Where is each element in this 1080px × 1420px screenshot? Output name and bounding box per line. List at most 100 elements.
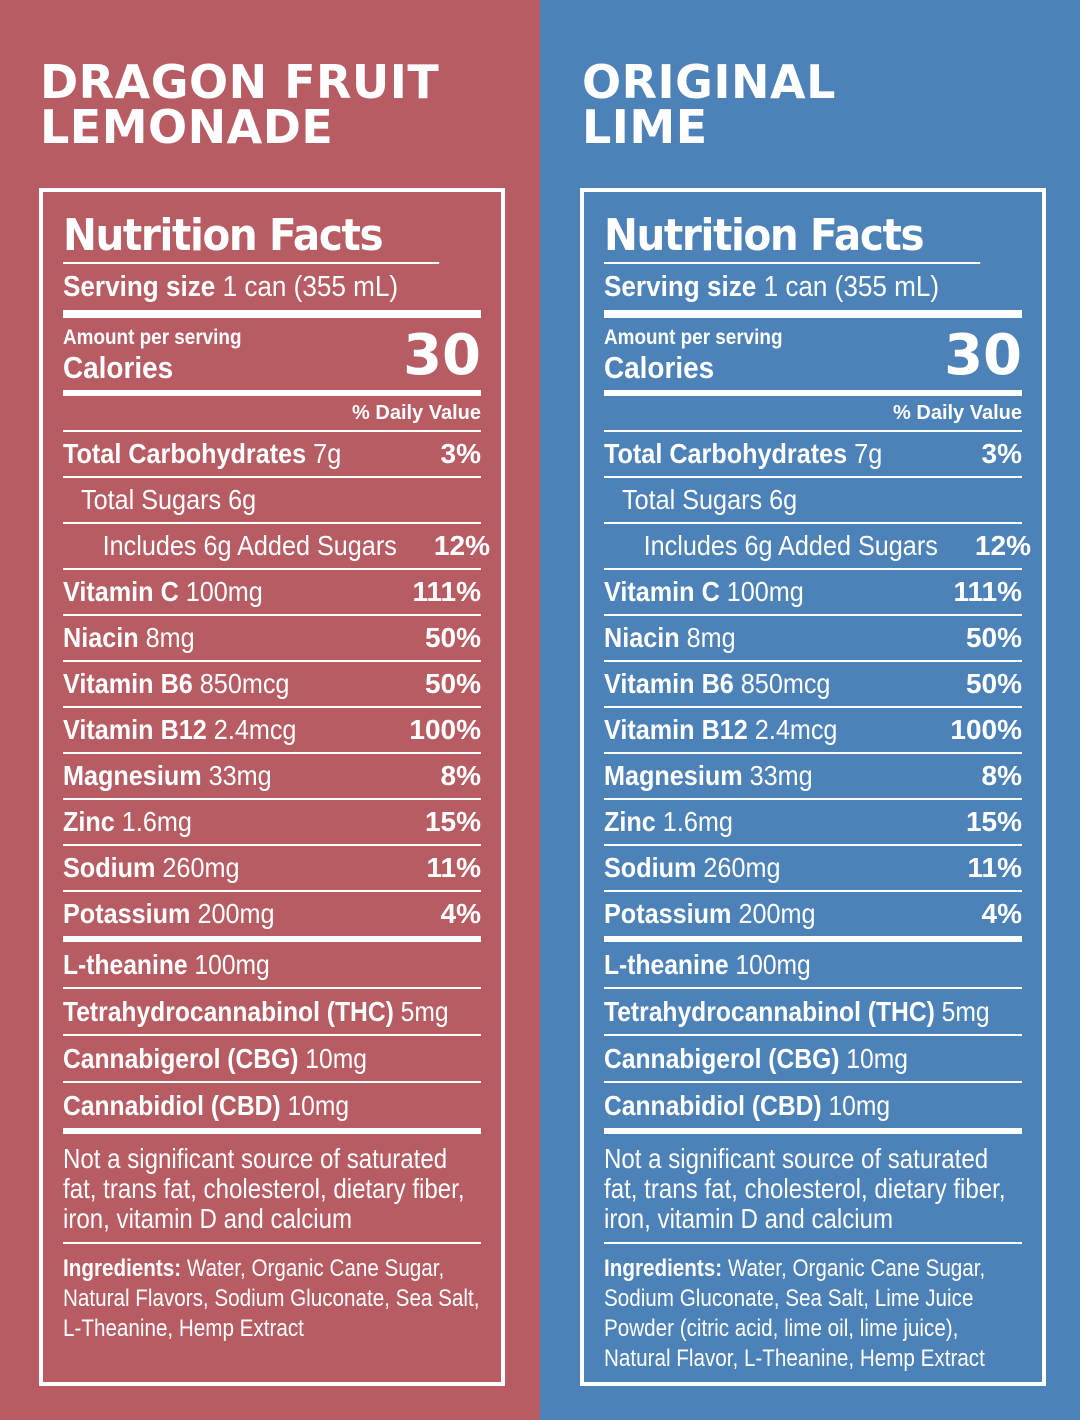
ingredients-text: Water, Organic Cane Sugar, Natural Flavo… [63, 1255, 480, 1342]
nutrient-name: Vitamin B6 [604, 668, 734, 699]
ingredients: Ingredients: Water, Organic Cane Sugar, … [604, 1244, 1028, 1374]
nutrient-dv: 12% [433, 530, 490, 561]
calories-block: Amount per serving Calories 30 [63, 318, 481, 390]
nutrient-row: Magnesium 33mg 8% [604, 752, 1022, 798]
nutrient-row: Vitamin B12 2.4mcg 100% [63, 706, 481, 752]
nutrient-dv: 4% [981, 898, 1022, 929]
nutrient-dv: 11% [967, 852, 1023, 883]
cannabinoid-row: Cannabigerol (CBG) 10mg [604, 1034, 1022, 1081]
nutrient-row: Sodium 260mg 11% [604, 844, 1022, 890]
nutrient-row: Includes 6g Added Sugars 12% [63, 522, 490, 568]
nutrient-name: Sodium [604, 852, 697, 883]
nutrient-dv: 4% [440, 898, 481, 929]
nutrient-name: Niacin [63, 622, 139, 653]
nutrition-facts-label: Nutrition Facts Serving size 1 can (355 … [39, 188, 505, 1386]
nutrient-name: Sodium [63, 852, 156, 883]
nutrient-dv: 15% [424, 806, 481, 837]
divider-medium [604, 1128, 1022, 1134]
nutrient-dv: 50% [424, 622, 481, 653]
amount-per-serving: Amount per serving [63, 326, 242, 349]
nutrient-amount: 1.6mg [121, 806, 192, 837]
cannabinoid-amount: 10mg [828, 1089, 891, 1121]
nutrient-row: Vitamin B12 2.4mcg 100% [604, 706, 1022, 752]
cannabinoid-amount: 10mg [305, 1042, 367, 1074]
nutrient-amount: 33mg [208, 760, 272, 791]
nutrient-row: Total Carbohydrates 7g 3% [604, 430, 1022, 476]
nutrient-amount: 200mg [738, 898, 816, 929]
cannabinoid-name: Tetrahydrocannabinol (THC) [604, 995, 935, 1027]
nutrient-dv: 3% [981, 438, 1022, 469]
serving-size-label: Serving size [604, 271, 757, 303]
serving-size-label: Serving size [63, 271, 216, 303]
nutrient-name: Vitamin B6 [63, 668, 193, 699]
nutrient-row: Niacin 8mg 50% [604, 614, 1022, 660]
nutrient-amount: 850mcg [740, 668, 831, 699]
nutrient-amount: 1.6mg [662, 806, 733, 837]
serving-size: Serving size 1 can (355 mL) [63, 262, 440, 310]
nutrient-row: Potassium 200mg 4% [604, 890, 1022, 936]
serving-size-value: 1 can (355 mL) [763, 271, 940, 303]
nutrient-name: Zinc [604, 806, 656, 837]
nutrient-amount: Includes 6g Added Sugars [102, 530, 397, 561]
panel-dragon-fruit-lemonade: DRAGON FRUIT LEMONADE Nutrition Facts Se… [0, 0, 540, 1420]
nutrient-amount: 100mg [726, 576, 804, 607]
daily-value-header: % Daily Value [352, 402, 481, 424]
cannabinoid-row: Tetrahydrocannabinol (THC) 5mg [63, 987, 481, 1034]
daily-value-header: % Daily Value [893, 402, 1022, 424]
cannabinoid-row: Cannabidiol (CBD) 10mg [63, 1081, 481, 1128]
nutrient-name: Vitamin B12 [63, 714, 207, 745]
nutrient-name: Niacin [604, 622, 680, 653]
nutrient-amount: 260mg [162, 852, 240, 883]
ingredients-text: Water, Organic Cane Sugar, Sodium Glucon… [604, 1255, 986, 1372]
nutrient-amount: 850mcg [199, 668, 290, 699]
divider-thin [63, 1242, 481, 1244]
nutrient-name: Total Carbohydrates [604, 438, 848, 469]
divider-thin [604, 1242, 1022, 1244]
divider-medium [604, 936, 1022, 942]
footnote: Not a significant source of saturated fa… [63, 1143, 465, 1234]
ingredients-label: Ingredients: [604, 1255, 723, 1282]
nutrient-amount: 7g [854, 438, 883, 469]
nutrient-amount: Total Sugars 6g [622, 484, 798, 515]
nutrient-row: Vitamin B6 850mcg 50% [63, 660, 481, 706]
nutrition-facts-label: Nutrition Facts Serving size 1 can (355 … [580, 188, 1046, 1386]
ingredients: Ingredients: Water, Organic Cane Sugar, … [63, 1244, 487, 1344]
cannabinoid-row: Cannabigerol (CBG) 10mg [63, 1034, 481, 1081]
nutrient-name: Potassium [604, 898, 732, 929]
nutrition-facts-title: Nutrition Facts [604, 210, 925, 261]
cannabinoid-name: Cannabigerol (CBG) [604, 1042, 840, 1074]
nutrient-row: Total Sugars 6g [63, 476, 481, 522]
nutrient-dv: 100% [409, 714, 481, 745]
calories-value: 30 [944, 323, 1022, 388]
cannabinoid-name: Cannabigerol (CBG) [63, 1042, 299, 1074]
nutrient-row: Includes 6g Added Sugars 12% [604, 522, 1031, 568]
cannabinoid-row: Tetrahydrocannabinol (THC) 5mg [604, 987, 1022, 1034]
nutrient-name: Vitamin B12 [604, 714, 748, 745]
cannabinoid-amount: 10mg [287, 1089, 350, 1121]
nutrient-amount: 260mg [703, 852, 781, 883]
nutrient-amount: 2.4mcg [213, 714, 297, 745]
nutrient-name: Magnesium [604, 760, 743, 791]
cannabinoid-name: Tetrahydrocannabinol (THC) [63, 995, 394, 1027]
nutrient-dv: 3% [440, 438, 481, 469]
nutrient-row: Zinc 1.6mg 15% [604, 798, 1022, 844]
nutrient-amount: 8mg [686, 622, 736, 653]
calories-block: Amount per serving Calories 30 [604, 318, 1022, 390]
serving-size: Serving size 1 can (355 mL) [604, 262, 981, 310]
flavor-title: DRAGON FRUIT LEMONADE [40, 59, 439, 150]
nutrient-name: Zinc [63, 806, 115, 837]
divider-medium [63, 936, 481, 942]
flavor-title-line1: ORIGINAL [582, 55, 836, 109]
nutrient-name: Total Carbohydrates [63, 438, 307, 469]
nutrient-name: Potassium [63, 898, 191, 929]
cannabinoid-amount: 5mg [941, 995, 990, 1027]
nutrient-dv: 50% [965, 622, 1022, 653]
nutrient-amount: 2.4mcg [754, 714, 838, 745]
nutrient-amount: 100mg [185, 576, 263, 607]
footnote: Not a significant source of saturated fa… [604, 1143, 1006, 1234]
nutrient-name: Vitamin C [63, 576, 179, 607]
nutrition-facts-title: Nutrition Facts [63, 210, 384, 261]
nutrient-row: Total Carbohydrates 7g 3% [63, 430, 481, 476]
nutrient-row: Total Sugars 6g [604, 476, 1022, 522]
nutrient-amount: 200mg [197, 898, 275, 929]
